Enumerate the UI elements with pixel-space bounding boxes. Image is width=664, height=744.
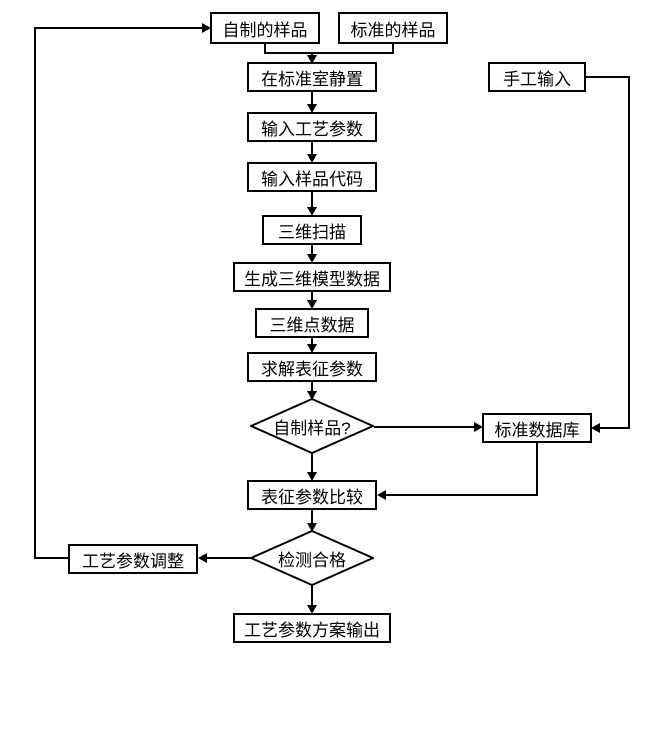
node-adjust-process: 工艺参数调整 (68, 544, 198, 574)
edge (536, 443, 538, 496)
edge (34, 557, 68, 559)
node-output-scheme: 工艺参数方案输出 (233, 613, 391, 643)
node-input-process: 输入工艺参数 (247, 112, 377, 142)
arrowhead-icon (307, 605, 317, 614)
arrowhead-icon (307, 344, 317, 353)
arrowhead-icon (307, 154, 317, 163)
node-3d-scan: 三维扫描 (262, 215, 362, 245)
edge (598, 427, 630, 429)
edge (374, 426, 476, 428)
node-input-code: 输入样品代码 (247, 162, 377, 192)
node-manual-input: 手工输入 (488, 62, 586, 92)
arrowhead-icon (474, 422, 483, 432)
node-gen-3d-model: 生成三维模型数据 (233, 262, 391, 292)
edge (264, 52, 394, 54)
edge (384, 494, 538, 496)
node-standard-db: 标准数据库 (482, 413, 592, 443)
edge (34, 27, 204, 29)
arrowhead-icon (591, 423, 600, 433)
node-check-qualified: 检测合格 (250, 530, 374, 586)
node-solve-char-param: 求解表征参数 (247, 352, 377, 382)
node-compare-param: 表征参数比较 (247, 480, 377, 510)
arrowhead-icon (198, 553, 207, 563)
arrowhead-icon (307, 300, 317, 309)
node-rest-standard: 在标准室静置 (247, 62, 377, 92)
node-standard-sample: 标准的样品 (338, 12, 448, 44)
arrowhead-icon (307, 254, 317, 263)
edge (311, 585, 313, 607)
arrowhead-icon (307, 207, 317, 216)
edge (628, 76, 630, 429)
arrowhead-icon (307, 523, 317, 532)
arrowhead-icon (307, 104, 317, 113)
arrowhead-icon (307, 55, 317, 64)
arrowhead-icon (377, 490, 386, 500)
edge (586, 76, 630, 78)
edge (34, 27, 36, 559)
edge (205, 557, 251, 559)
arrowhead-icon (307, 472, 317, 481)
arrowhead-icon (202, 23, 211, 33)
node-3d-point-data: 三维点数据 (255, 308, 369, 338)
node-is-self-sample: 自制样品? (250, 398, 374, 454)
node-self-sample: 自制的样品 (210, 12, 320, 44)
arrowhead-icon (307, 391, 317, 400)
edge (311, 453, 313, 474)
